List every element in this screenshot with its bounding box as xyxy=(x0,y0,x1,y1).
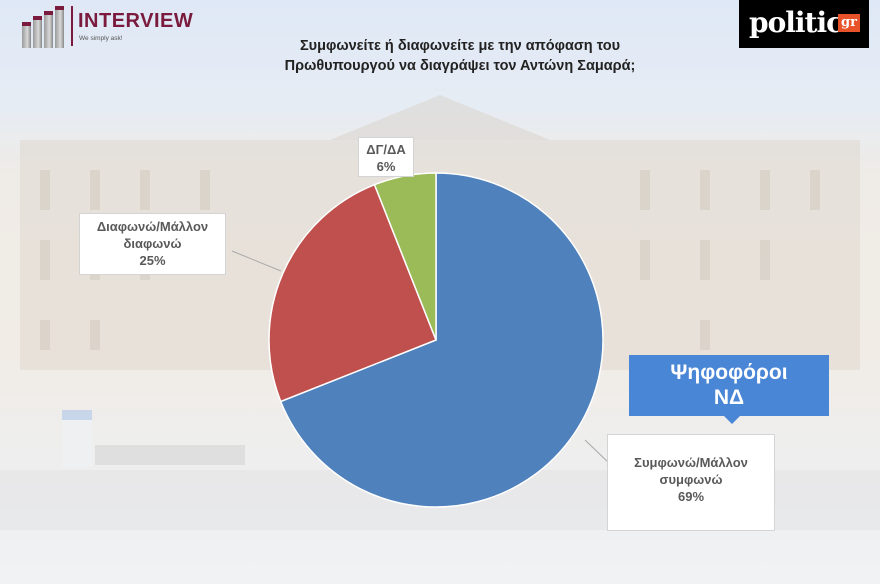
interview-tagline: We simply ask! xyxy=(79,35,123,42)
label-agree: Συμφωνώ/Μάλλον συμφωνώ 69% xyxy=(607,434,775,531)
politic-logo: politic gr xyxy=(739,0,869,48)
interview-brand: INTERVIEW xyxy=(78,10,194,32)
bar-chart-logo-icon xyxy=(18,6,70,48)
pie-slice-disagree xyxy=(268,183,437,403)
politic-logo-suffix: gr xyxy=(838,14,860,32)
label-disagree: Διαφωνώ/Μάλλον διαφωνώ 25% xyxy=(79,213,226,275)
politic-logo-text: politic xyxy=(749,6,843,39)
chart-title: Συμφωνείτε ή διαφωνείτε με την απόφαση τ… xyxy=(284,38,636,74)
voter-group-badge: Ψηφοφόροι ΝΔ xyxy=(629,355,829,424)
pie-slice-agree xyxy=(279,172,604,508)
interview-logo: INTERVIEW We simply ask! xyxy=(18,6,218,50)
label-dk: ΔΓ/ΔΑ 6% xyxy=(358,137,414,177)
